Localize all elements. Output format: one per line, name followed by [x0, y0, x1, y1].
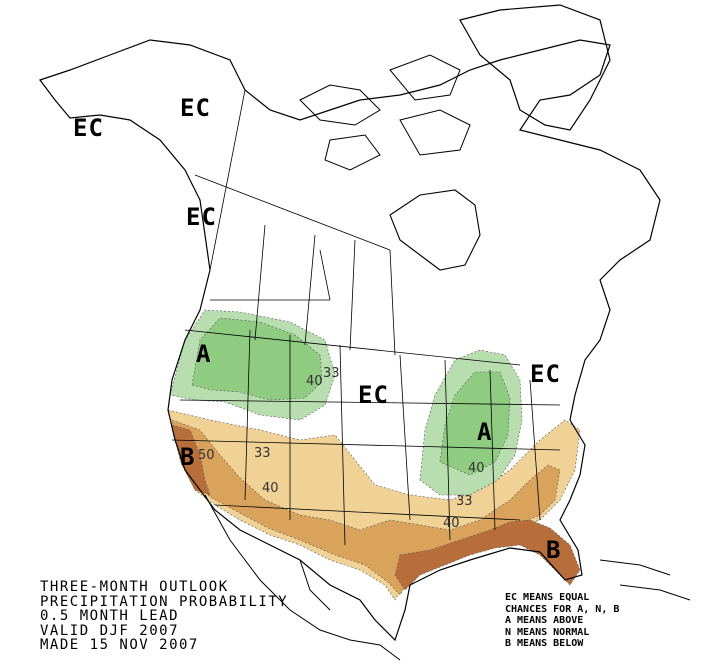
map-legend: EC MEANS EQUAL CHANCES FOR A, N, B A MEA… [505, 592, 619, 650]
title-line: 0.5 MONTH LEAD [40, 608, 180, 624]
mexico-outline [204, 494, 401, 661]
label-ec-alaska-north: EC [180, 94, 211, 122]
label-ec-central: EC [358, 381, 389, 409]
above-40-region-northwest [191, 317, 323, 401]
below-50-region-gulf [394, 519, 581, 591]
title-line: MADE 15 NOV 2007 [40, 637, 199, 653]
below-33-region [167, 409, 581, 601]
contour-label-ca-50: 50 [198, 448, 215, 463]
contour-label-gl-40: 40 [468, 461, 485, 476]
label-ec-panhandle: EC [186, 203, 217, 231]
legend-line: CHANCES FOR A, N, B [505, 603, 620, 615]
contour-label-se-40: 40 [443, 516, 460, 531]
title-line: THREE-MONTH OUTLOOK [40, 579, 229, 595]
label-b-california: B [180, 443, 196, 471]
label-b-florida: B [546, 536, 562, 564]
map-title-block: THREE-MONTH OUTLOOK PRECIPITATION PROBAB… [40, 580, 288, 653]
label-ec-alaska-west: EC [73, 114, 104, 142]
below-50-region-west [171, 424, 211, 496]
contour-label-se-33: 33 [456, 494, 473, 509]
label-ec-northeast: EC [530, 360, 561, 388]
title-line: VALID DJF 2007 [40, 622, 180, 639]
greenland-outline [459, 4, 611, 131]
political-boundaries [171, 89, 561, 546]
legend-line: B MEANS BELOW [505, 638, 584, 649]
hudson-bay-outline [389, 189, 481, 271]
contour-label-nw-33: 33 [323, 366, 340, 381]
contour-label-sw-40: 40 [262, 481, 279, 496]
arctic-islands-outline [299, 54, 471, 171]
legend-line: EC MEANS EQUAL [505, 592, 590, 603]
contour-label-sw-33: 33 [254, 446, 271, 461]
label-a-great-lakes: A [477, 418, 493, 446]
caribbean-outline [599, 559, 691, 601]
legend-line: A MEANS ABOVE [505, 615, 584, 626]
legend-line: N MEANS NORMAL [505, 626, 590, 638]
below-40-region [171, 419, 561, 596]
title-line: PRECIPITATION PROBABILITY [40, 593, 289, 610]
contour-label-nw-40: 40 [306, 374, 323, 389]
north-america-outline [39, 39, 661, 642]
label-a-northwest: A [196, 340, 212, 368]
